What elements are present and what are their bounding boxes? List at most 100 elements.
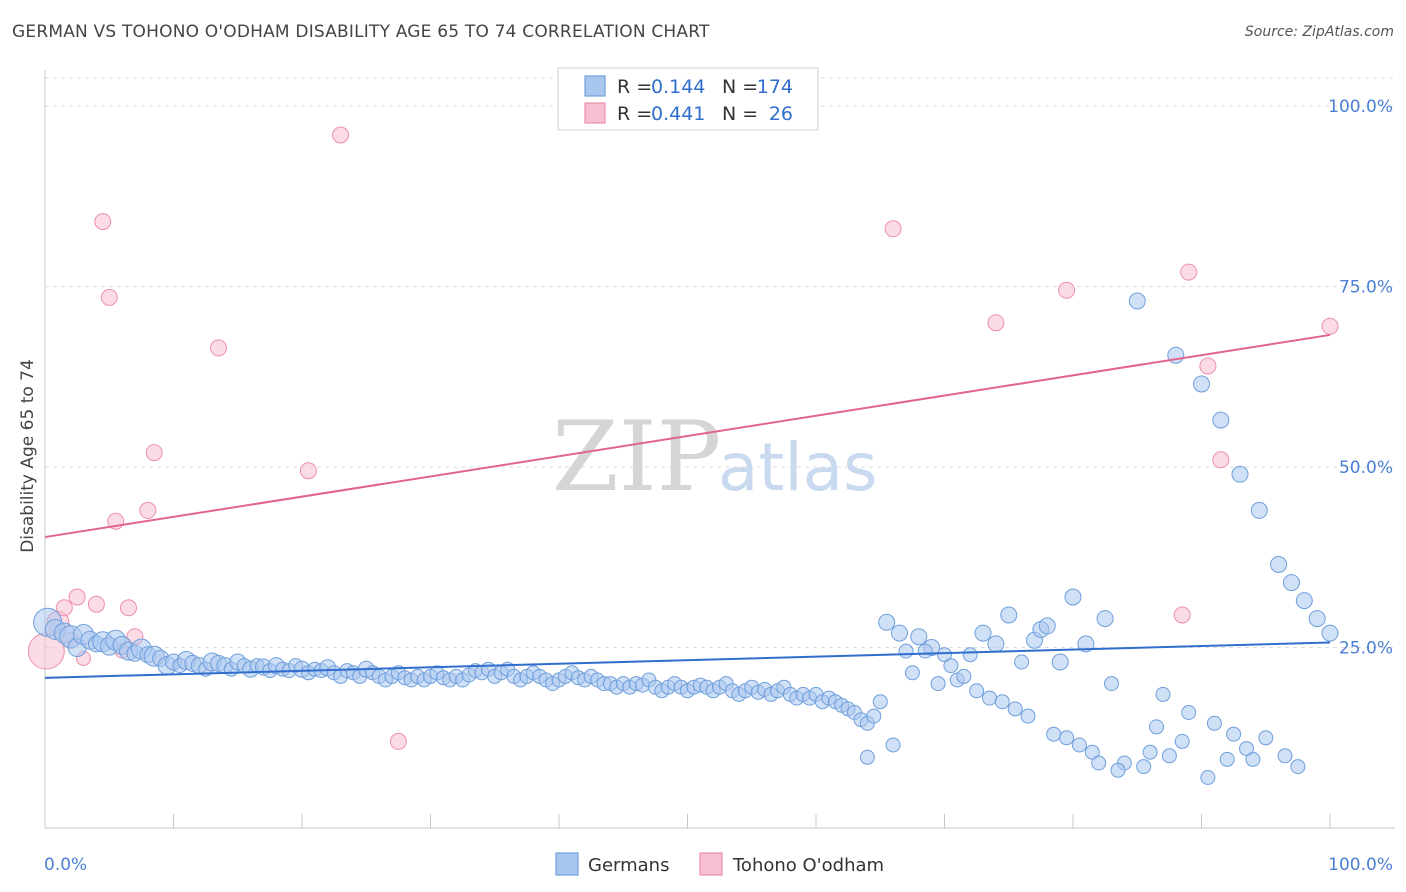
- germans-point-195: [1290, 759, 1306, 775]
- y-axis-label: Disability Age 65 to 74: [18, 359, 38, 553]
- legend-n-label-tohono: N =: [722, 103, 758, 125]
- tohono-point-15: [210, 339, 227, 357]
- germans-point-158: [1308, 610, 1326, 628]
- chart-title: GERMAN VS TOHONO O'ODHAM DISABILITY AGE …: [12, 22, 710, 42]
- series-legend: Germans Tohono O'odham: [555, 852, 884, 876]
- x-tick-label-min: 0.0%: [44, 855, 87, 875]
- germans-point-190: [1206, 715, 1222, 731]
- x-axis-ticks: [44, 814, 1331, 828]
- germans-point-174: [956, 668, 972, 684]
- axes: [44, 70, 1395, 829]
- tohono-point-25: [1212, 451, 1230, 469]
- germans-point-138: [987, 635, 1005, 653]
- tohono-point-22: [1173, 606, 1191, 624]
- tohono-point-19: [884, 220, 902, 238]
- germans-point-189: [1181, 705, 1197, 720]
- legend-swatch-tohono: [584, 102, 606, 124]
- germans-point-187: [1149, 719, 1164, 735]
- source-label: Source: ZipAtlas.com: [1244, 24, 1394, 40]
- grid-lines: [45, 77, 1395, 649]
- germans-point-159: [1321, 624, 1339, 642]
- bottom-legend-label-tohono: Tohono O'odham: [732, 855, 884, 876]
- germans-point-167: [859, 749, 875, 765]
- bottom-legend-label-germans: Germans: [588, 855, 669, 876]
- germans-point-182: [1071, 737, 1087, 753]
- germans-point-191: [1226, 726, 1242, 742]
- trend-lines: [44, 333, 1331, 679]
- tohono-point-8: [100, 288, 118, 306]
- germans-point-143: [1038, 617, 1056, 635]
- bottom-legend-swatch-germans: [555, 852, 579, 876]
- legend-r-label-tohono: R =: [617, 103, 652, 125]
- tohono-point-4: [68, 588, 86, 606]
- germans-point-131: [898, 643, 914, 659]
- germans-point-144: [1051, 653, 1069, 671]
- tohono-point-21: [1058, 281, 1076, 299]
- germans-point-148: [1104, 676, 1119, 692]
- bottom-legend-swatch-tohono: [699, 852, 723, 876]
- germans-point-161: [1142, 744, 1158, 760]
- germans-point-170: [904, 665, 920, 681]
- germans-point-136: [962, 647, 978, 663]
- tohono-point-11: [120, 599, 137, 617]
- germans-point-175: [969, 683, 985, 699]
- germans-point-154: [1250, 501, 1268, 519]
- germans-point-171: [917, 643, 933, 659]
- germans-point-129: [878, 613, 896, 631]
- watermark-zip: ZIP: [552, 401, 721, 513]
- tohono-point-26: [1321, 317, 1339, 335]
- legend-n-label-germans: N =: [722, 76, 758, 98]
- germans-point-163: [1174, 733, 1190, 749]
- watermark: ZIP atlas: [552, 401, 878, 513]
- tohono-point-6: [87, 595, 105, 613]
- germans-point-130: [891, 624, 908, 642]
- germans-point-184: [1091, 755, 1107, 771]
- y-tick-label-3: 100.0%: [1328, 97, 1393, 117]
- germans-point-139: [1000, 606, 1018, 624]
- germans-point-177: [994, 694, 1010, 710]
- legend-r-value-germans: 0.144: [651, 76, 705, 98]
- legend-swatch-germans: [584, 75, 606, 97]
- tohono-point-24: [1199, 357, 1217, 375]
- germans-point-185: [1110, 762, 1126, 778]
- germans-point-162: [1155, 686, 1171, 702]
- tohono-point-2: [55, 599, 73, 617]
- tohono-point-17: [332, 126, 350, 144]
- germans-point-194: [1277, 748, 1293, 764]
- germans-trend-line: [44, 641, 1331, 679]
- germans-point-156: [1283, 574, 1300, 592]
- legend-n-value-tohono: 26: [769, 103, 793, 125]
- germans-point-146: [1077, 635, 1095, 653]
- germans-point-164: [1200, 770, 1216, 785]
- germans-point-128: [866, 708, 882, 724]
- watermark-atlas: atlas: [718, 429, 878, 506]
- legend-n-value-germans: 174: [757, 76, 793, 98]
- germans-point-140: [1014, 654, 1030, 670]
- germans-point-173: [943, 658, 959, 674]
- germans-point-178: [1007, 701, 1023, 717]
- germans-point-132: [910, 628, 928, 646]
- germans-point-155: [1270, 556, 1288, 573]
- germans-point-165: [1219, 751, 1235, 767]
- tohono-point-14: [145, 444, 163, 462]
- germans-point-193: [1258, 730, 1274, 746]
- germans-point-169: [885, 737, 901, 753]
- y-tick-label-1: 50.0%: [1339, 458, 1393, 478]
- tohono-trend-line: [44, 333, 1331, 539]
- legend-r-label-germans: R =: [617, 76, 652, 98]
- tohono-point-23: [1180, 263, 1198, 281]
- x-tick-label-max: 100.0%: [1328, 855, 1393, 875]
- germans-point-179: [1020, 708, 1036, 724]
- germans-point-157: [1295, 592, 1313, 610]
- germans-point-176: [982, 690, 997, 706]
- y-tick-label-2: 75.0%: [1339, 278, 1393, 298]
- tohono-point-20: [987, 314, 1005, 332]
- germans-point-137: [974, 624, 992, 642]
- germans-point-151: [1193, 375, 1210, 393]
- germans-point-180: [1046, 726, 1062, 742]
- germans-point-147: [1096, 610, 1114, 628]
- germans-point-153: [1231, 465, 1249, 483]
- tohono-point-18: [389, 732, 407, 750]
- tohono-point-16: [299, 462, 317, 480]
